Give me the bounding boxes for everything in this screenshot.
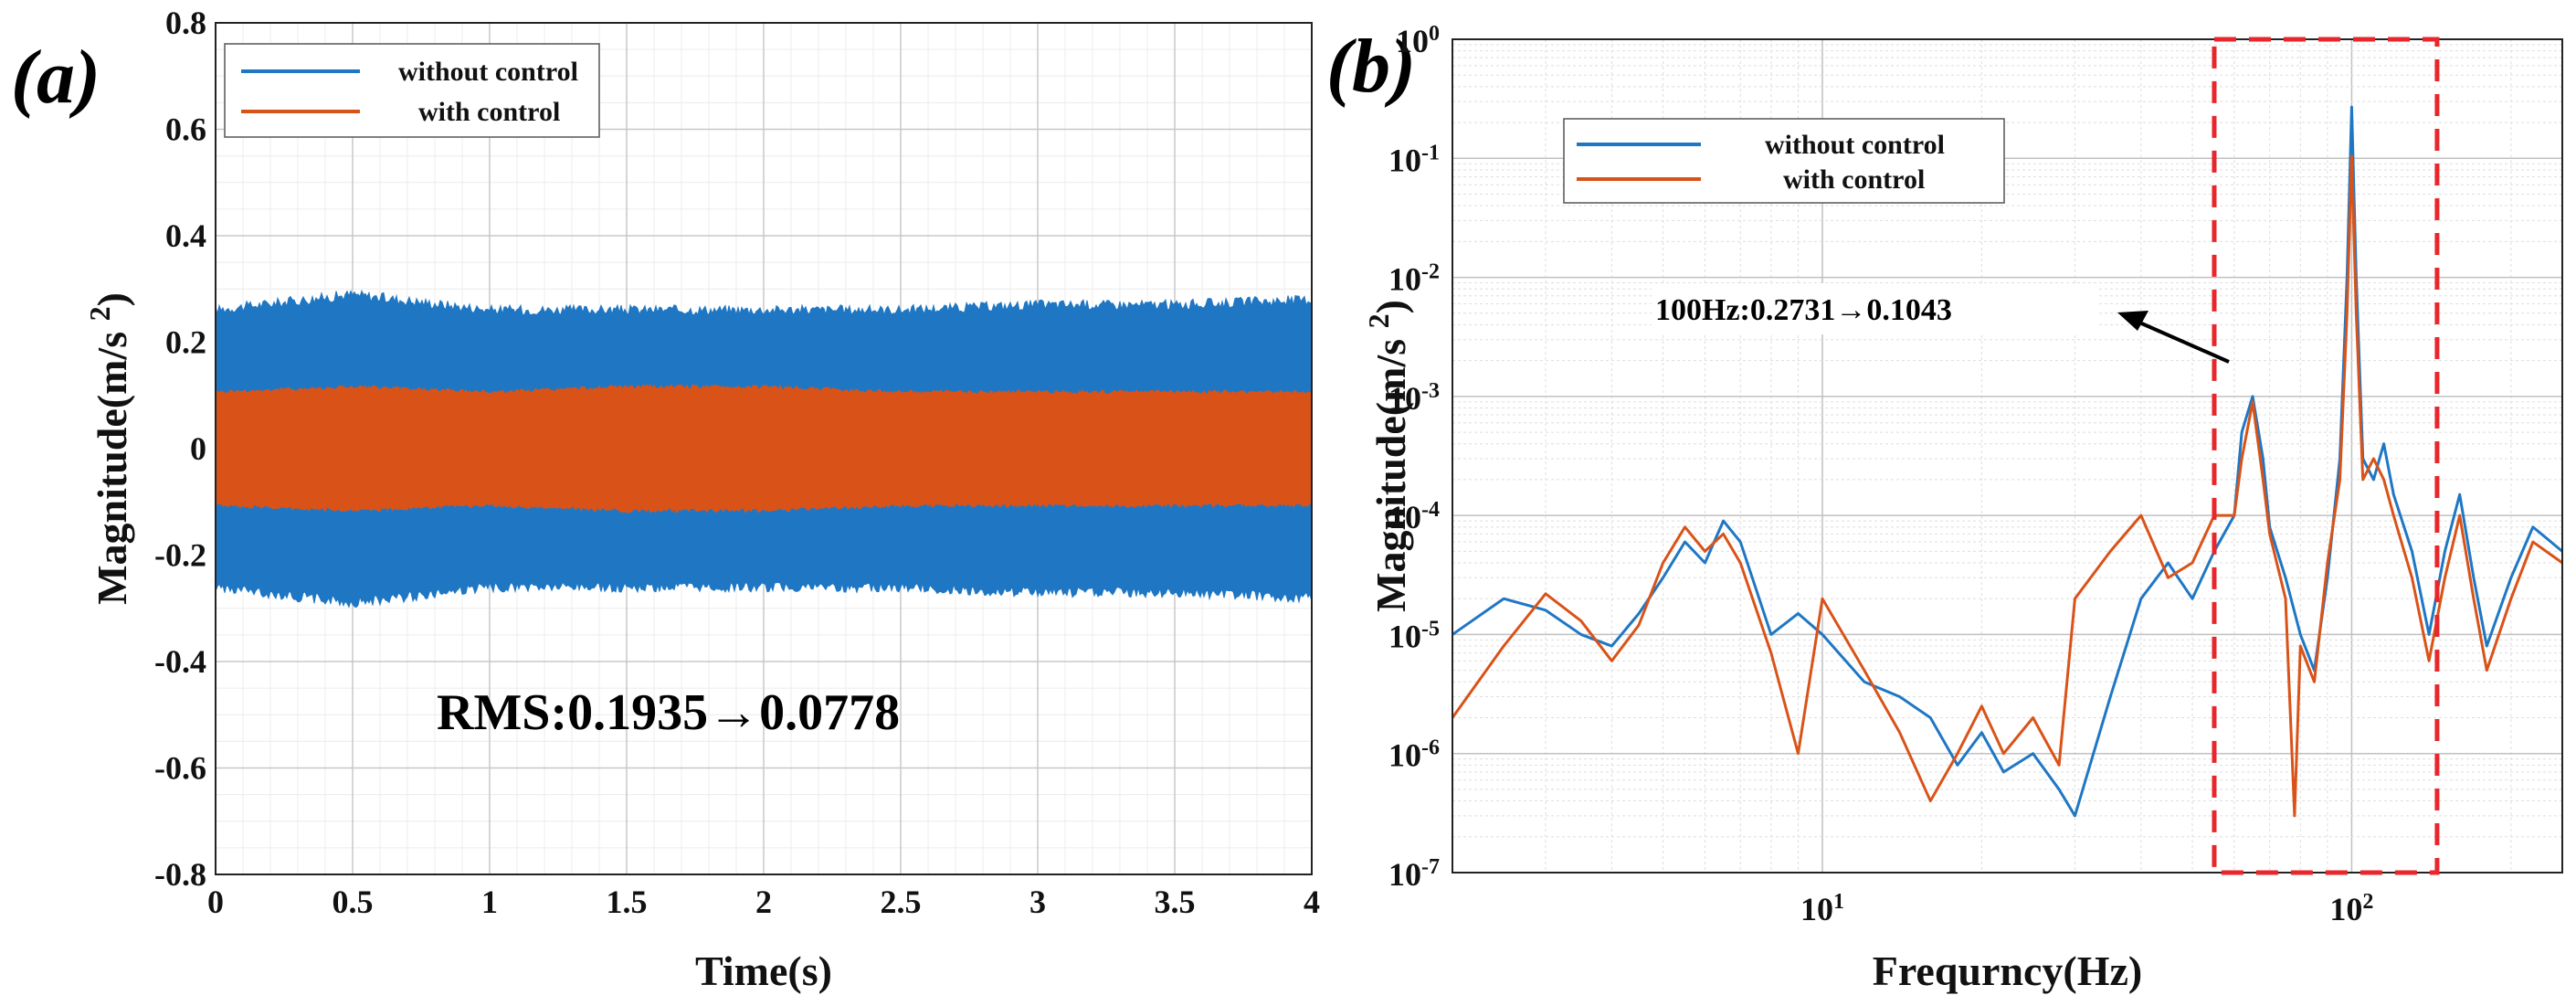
panel-b-x-tick-label: 102 [2329,890,2373,927]
panel-a-x-label: Time(s) [695,948,832,994]
panel-b-series-without-control [1452,105,2563,818]
panel-a-y-tick-label: -0.4 [154,643,206,680]
panel-b-legend-label-without: without control [1765,130,1945,160]
panel-a-y-tick-label: -0.8 [154,856,206,893]
panel-a-legend: without control with control [224,43,600,138]
panel-b-x-tick-label: 101 [1800,890,1844,927]
panel-b-x-label: Frequrncy(Hz) [1873,948,2143,994]
panel-a-y-tick-label: 0.4 [165,217,206,254]
panel-b-legend: without control with control [1563,118,2005,204]
panel-a-x-tick-label: 3.5 [1155,884,1196,920]
panel-a-x-tick-label: 0 [207,884,224,920]
panel-b-y-tick-label: 10-1 [1388,141,1440,178]
panel-b-y-tick-label: 10-5 [1388,617,1440,654]
panel-a-y-tick-label: -0.2 [154,537,206,574]
panel-b-annotation-background [1652,283,2099,334]
panel-a-legend-label-without: without control [398,57,578,87]
panel-b-legend-label-with: with control [1783,164,1925,195]
panel-a-y-tick-label: -0.6 [154,750,206,787]
panel-b-y-tick-label: 10-4 [1388,498,1440,535]
panel-a-y-tick-label: 0.2 [165,324,206,361]
panel-a-frame [215,22,1313,875]
panel-a-y-tick-label: 0 [190,430,206,467]
panel-b-data [1451,105,2563,818]
panel-b: (b) 101 102 10-710-610-510-410-310-210-11… [1326,22,2563,994]
panel-a-x-tick-label: 4 [1304,884,1320,920]
panel-a-y-tick-label: 0.6 [165,111,206,148]
panel-a-x-tick-label: 0.5 [333,884,374,920]
panel-a-legend-label-with: with control [418,97,560,127]
panel-a-legend-box [224,43,600,138]
panel-b-y-tick-label: 10-2 [1388,260,1440,298]
panel-a-x-tick-label: 3 [1029,884,1046,920]
panel-b-peak-annotation: 100Hz:0.2731→0.1043 [1655,293,1952,327]
panel-a-x-tick-label: 2 [755,884,772,920]
panel-b-y-tick-label: 10-3 [1388,379,1440,417]
panel-b-legend-box [1563,118,2005,204]
panel-b-y-label: Magnitude(m/s 2) [1362,300,1414,612]
panel-b-highlight-box [2212,37,2440,875]
panel-a-y-label: Magnitude(m/s 2) [83,292,135,605]
panel-a-label: (a) [11,35,100,120]
panel-a-data [215,290,1313,609]
panel-b-series-with-control [1451,154,2563,818]
panel-b-y-tick-label: 100 [1396,22,1440,59]
panel-a-x-tick-label: 1.5 [607,884,648,920]
panel-a-x-ticks: 0 0.5 1 1.5 2 2.5 3 3.5 4 [207,884,1320,920]
panel-b-annotation-arrow [2137,320,2230,364]
panel-b-y-ticks: 10-7 10-6 10-5 10-4 10-3 10-2 10-1 100 [1388,22,1440,893]
panel-a-rms-annotation: RMS:0.1935→0.0778 [437,684,900,741]
panel-a: (a) 0 0.5 1 1.5 2 2.5 3 3.5 4 -0.8-0.6-0.4-0.200… [11,5,1320,994]
panel-a-x-tick-label: 1 [481,884,498,920]
panel-b-arrow-head [2117,311,2148,331]
panel-a-y-ticks: -0.8 -0.6 -0.4 -0.2 0 0.2 0.4 0.6 0.8 [154,5,206,893]
panel-a-y-tick-label: 0.8 [165,5,206,41]
panel-b-frame [1452,38,2563,874]
panel-b-x-ticks: 101 102 [1800,890,2373,927]
panel-b-label: (b) [1326,24,1416,109]
panel-a-x-tick-label: 2.5 [881,884,922,920]
panel-a-series-with-control [215,384,1313,514]
panel-b-y-tick-label: 10-6 [1388,736,1440,774]
panel-b-y-tick-label: 10-7 [1388,855,1440,893]
